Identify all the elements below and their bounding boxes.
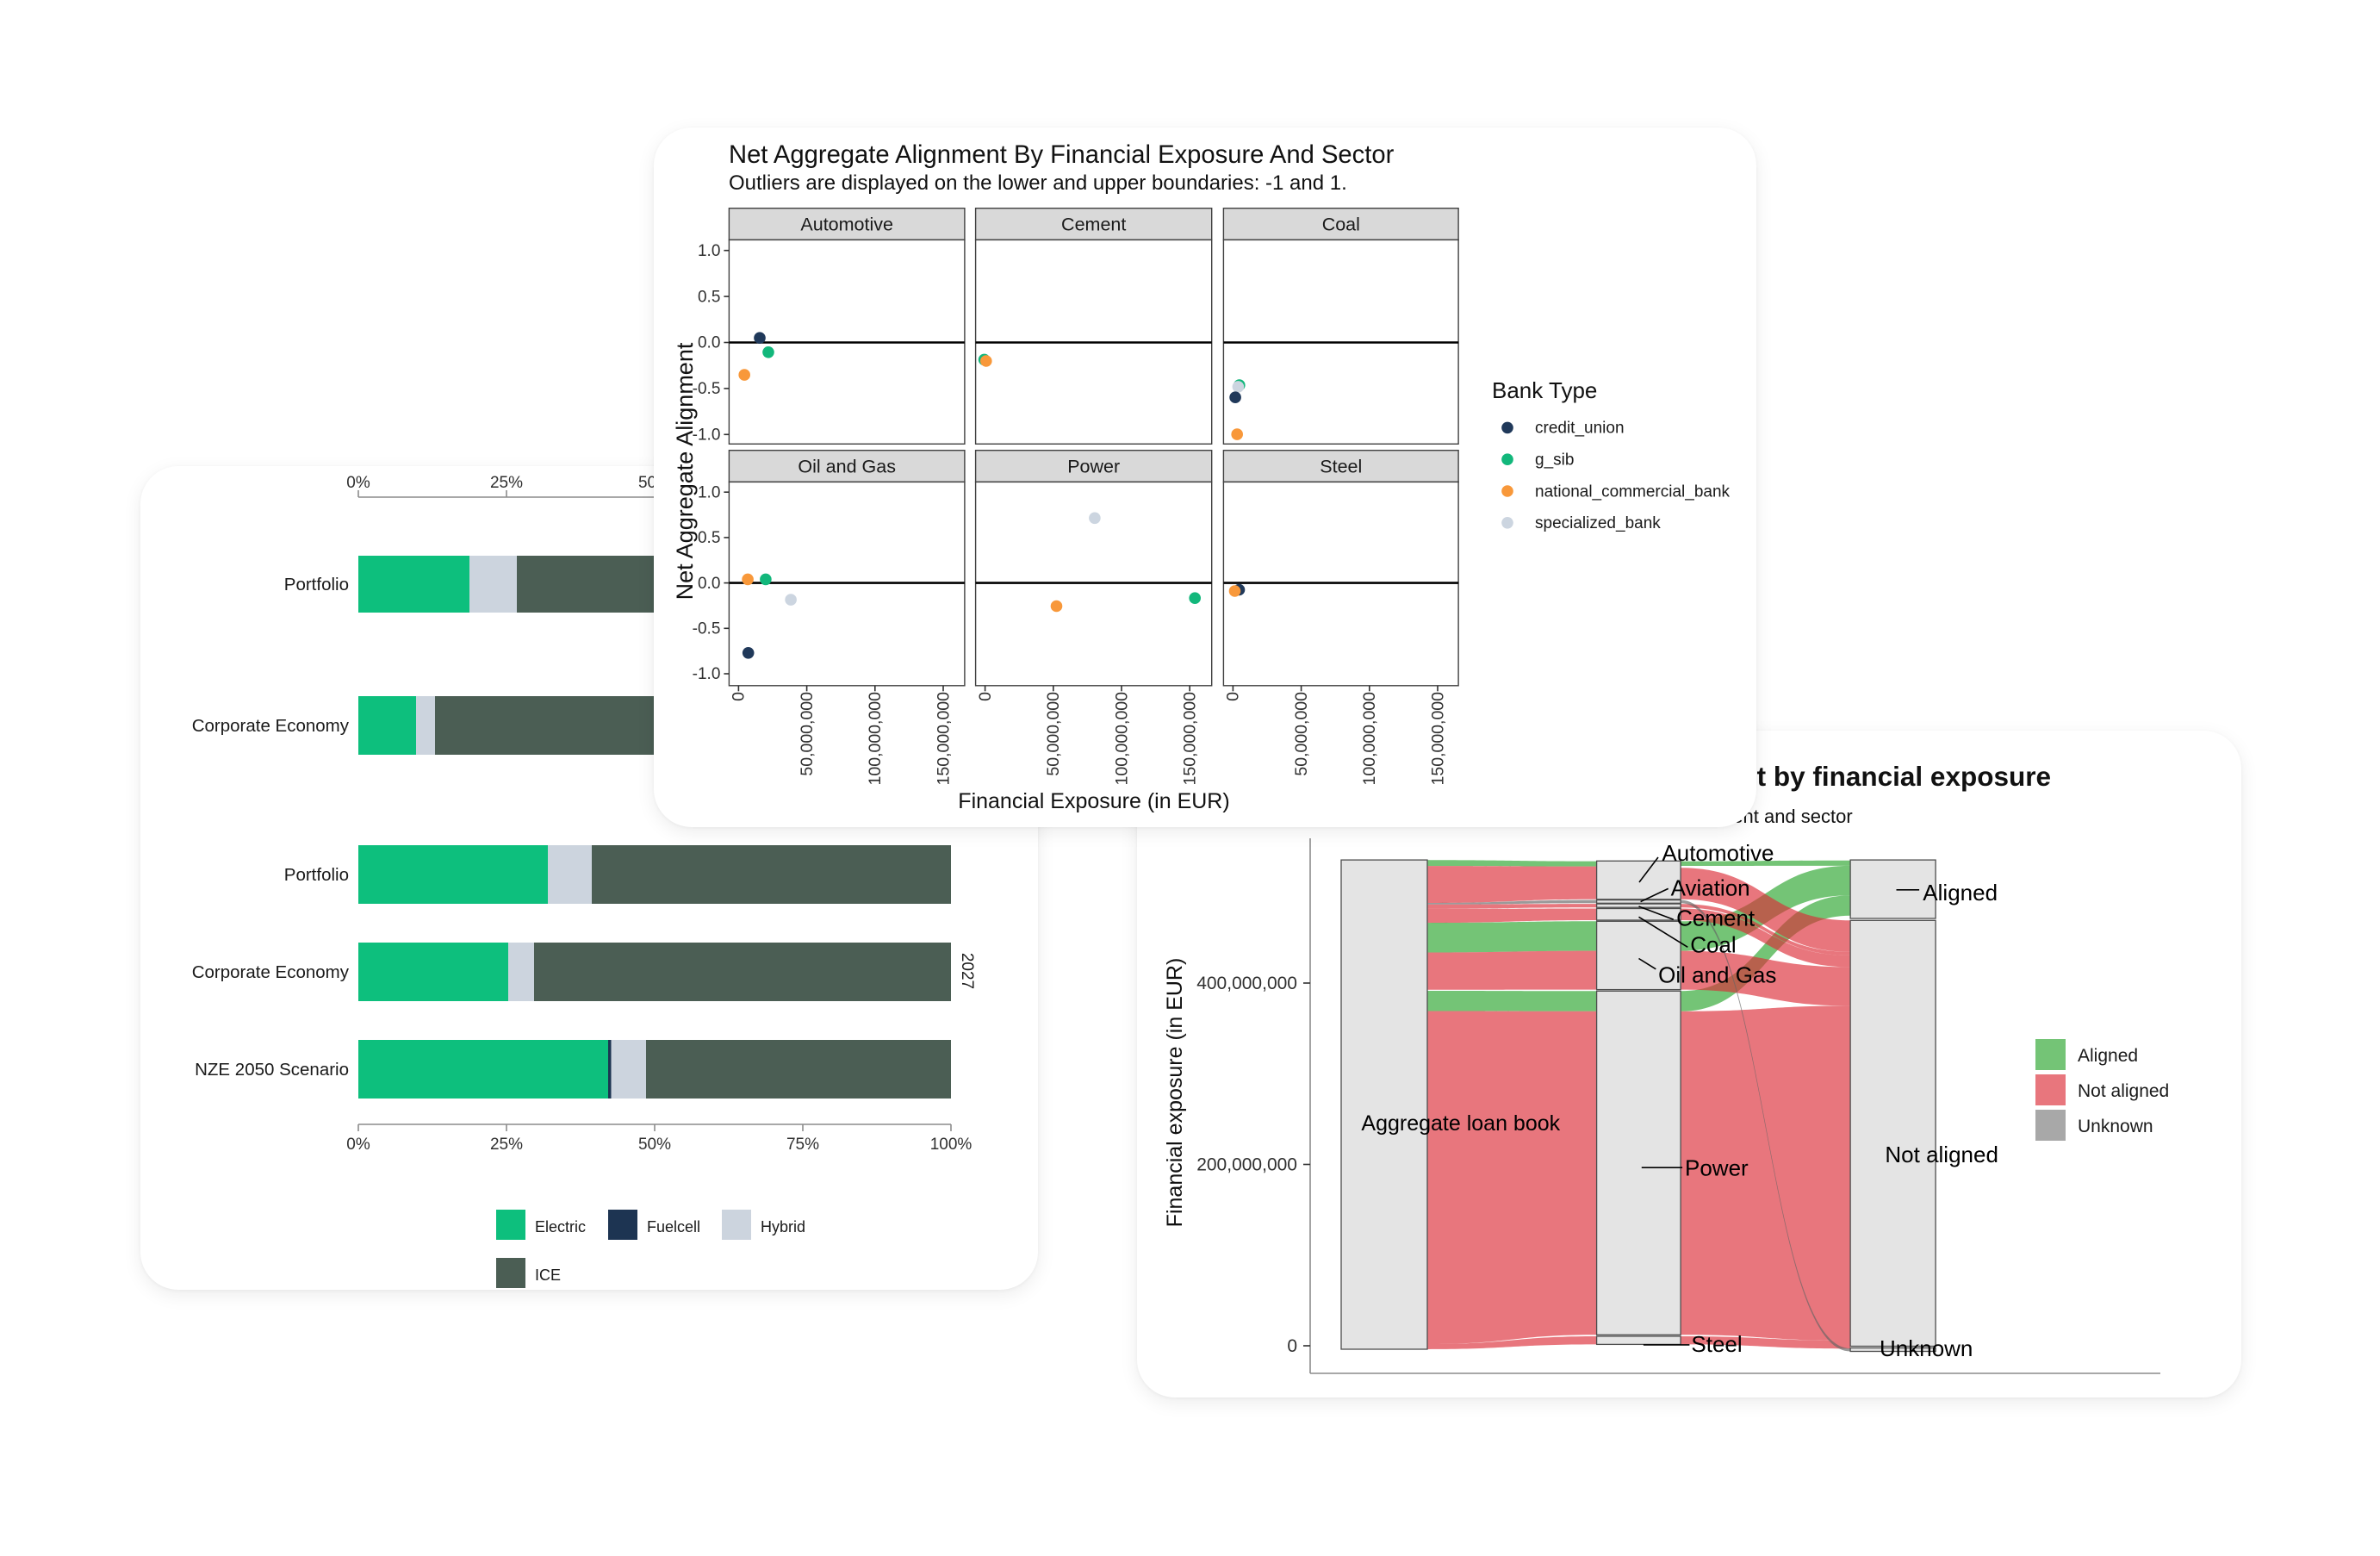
svg-text:50,000,000: 50,000,000 — [1292, 692, 1311, 776]
svg-text:25%: 25% — [490, 474, 523, 492]
svg-text:Cement: Cement — [1061, 215, 1126, 235]
svg-text:0%: 0% — [346, 474, 370, 492]
svg-text:50,000,000: 50,000,000 — [1044, 692, 1063, 776]
svg-text:Coal: Coal — [1690, 932, 1736, 958]
svg-text:Power: Power — [1067, 457, 1120, 477]
svg-text:Net Aggregate Alignment: Net Aggregate Alignment — [672, 342, 698, 600]
svg-text:national_commercial_bank: national_commercial_bank — [1535, 482, 1731, 501]
svg-text:Financial Exposure (in EUR): Financial Exposure (in EUR) — [958, 789, 1229, 813]
svg-text:-0.5: -0.5 — [693, 380, 721, 398]
svg-text:NZE 2050 Scenario: NZE 2050 Scenario — [195, 1060, 349, 1080]
svg-text:Coal: Coal — [1322, 215, 1360, 235]
svg-text:Cement: Cement — [1676, 906, 1755, 931]
svg-text:Electric: Electric — [535, 1218, 586, 1235]
svg-text:0: 0 — [730, 692, 749, 701]
svg-text:Portfolio: Portfolio — [284, 575, 349, 594]
svg-text:g_sib: g_sib — [1535, 451, 1574, 470]
svg-text:Oil and Gas: Oil and Gas — [798, 457, 896, 477]
svg-text:0: 0 — [1224, 692, 1243, 701]
svg-text:400,000,000: 400,000,000 — [1196, 974, 1297, 993]
svg-text:0.0: 0.0 — [698, 575, 720, 593]
svg-text:Steel: Steel — [1691, 1331, 1742, 1357]
svg-text:Steel: Steel — [1320, 457, 1362, 477]
svg-text:1.0: 1.0 — [698, 242, 720, 260]
svg-text:-1.0: -1.0 — [693, 426, 721, 445]
svg-text:Not aligned: Not aligned — [1885, 1142, 1998, 1167]
svg-text:25%: 25% — [490, 1136, 523, 1154]
svg-text:0: 0 — [976, 692, 995, 701]
svg-text:Bank Type: Bank Type — [1492, 377, 1597, 403]
svg-text:0.0: 0.0 — [698, 334, 720, 352]
svg-text:1.0: 1.0 — [698, 483, 720, 501]
svg-text:0%: 0% — [346, 1136, 370, 1154]
svg-text:Outliers are displayed on the: Outliers are displayed on the lower and … — [729, 171, 1347, 195]
svg-text:Unknown: Unknown — [1880, 1335, 1973, 1361]
svg-text:150,000,000: 150,000,000 — [1181, 692, 1200, 786]
svg-text:Automotive: Automotive — [800, 215, 893, 235]
svg-text:Portfolio: Portfolio — [284, 865, 349, 885]
svg-text:Hybrid: Hybrid — [761, 1218, 805, 1235]
svg-text:Power: Power — [1685, 1155, 1749, 1181]
svg-text:Financial exposure (in EUR): Financial exposure (in EUR) — [1163, 958, 1187, 1228]
svg-text:Net Aggregate Alignment By Fin: Net Aggregate Alignment By Financial Exp… — [729, 141, 1395, 169]
svg-text:200,000,000: 200,000,000 — [1196, 1155, 1297, 1175]
svg-text:ICE: ICE — [535, 1267, 561, 1284]
svg-text:Aviation: Aviation — [1671, 875, 1750, 901]
svg-text:100%: 100% — [930, 1136, 973, 1154]
svg-text:0: 0 — [1287, 1336, 1297, 1356]
svg-text:-1.0: -1.0 — [693, 665, 721, 683]
svg-text:Fuelcell: Fuelcell — [647, 1218, 700, 1235]
svg-text:100,000,000: 100,000,000 — [1360, 692, 1379, 786]
svg-text:0.5: 0.5 — [698, 288, 720, 306]
svg-text:Oil and Gas: Oil and Gas — [1658, 962, 1776, 987]
svg-text:Aggregate loan book: Aggregate loan book — [1361, 1111, 1560, 1136]
svg-text:Corporate Economy: Corporate Economy — [192, 716, 350, 736]
svg-text:100,000,000: 100,000,000 — [866, 692, 885, 786]
svg-text:-0.5: -0.5 — [693, 620, 721, 638]
svg-text:Aligned: Aligned — [2078, 1046, 2138, 1066]
svg-text:Unknown: Unknown — [2078, 1117, 2153, 1136]
svg-text:specialized_bank: specialized_bank — [1535, 514, 1661, 532]
svg-text:Corporate Economy: Corporate Economy — [192, 962, 350, 982]
svg-text:Not aligned: Not aligned — [2078, 1081, 2169, 1101]
svg-text:100,000,000: 100,000,000 — [1112, 692, 1131, 786]
svg-text:credit_union: credit_union — [1535, 420, 1625, 438]
svg-text:50%: 50% — [638, 1136, 671, 1154]
svg-text:2027: 2027 — [958, 953, 976, 989]
svg-text:50,000,000: 50,000,000 — [798, 692, 817, 776]
svg-text:0.5: 0.5 — [698, 529, 720, 547]
svg-text:150,000,000: 150,000,000 — [934, 692, 953, 786]
svg-text:75%: 75% — [786, 1136, 819, 1154]
svg-text:Aligned: Aligned — [1923, 880, 1998, 906]
svg-text:Automotive: Automotive — [1662, 840, 1774, 866]
svg-text:150,000,000: 150,000,000 — [1428, 692, 1447, 786]
